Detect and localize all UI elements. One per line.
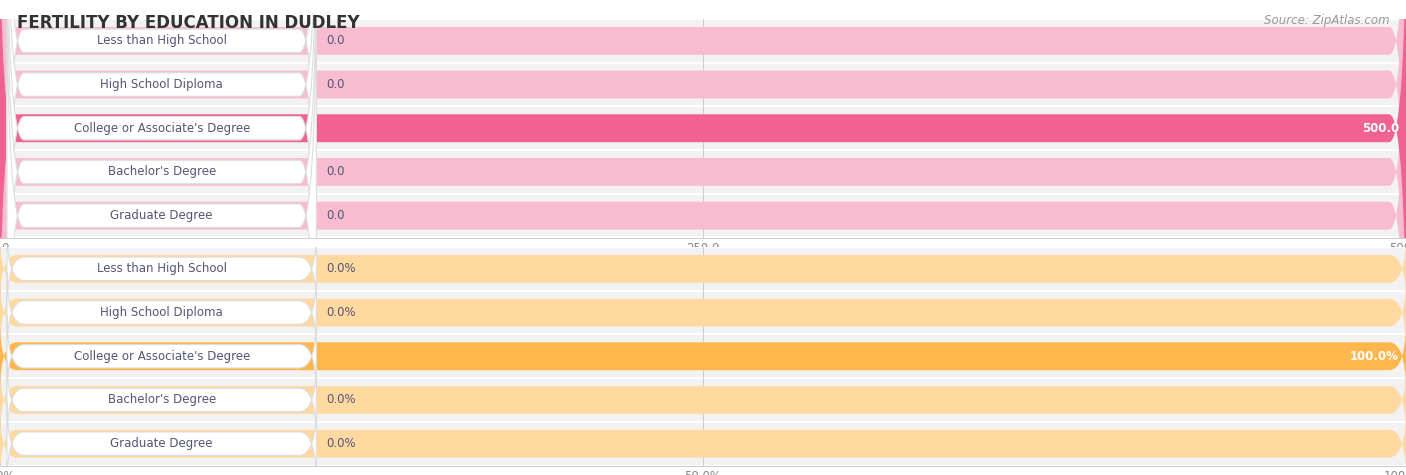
Text: Less than High School: Less than High School <box>97 262 226 276</box>
Text: 0.0: 0.0 <box>326 78 344 91</box>
FancyBboxPatch shape <box>0 230 1406 307</box>
Text: 0.0%: 0.0% <box>326 393 356 407</box>
FancyBboxPatch shape <box>7 0 316 291</box>
FancyBboxPatch shape <box>0 334 1406 378</box>
Text: 100.0%: 100.0% <box>1350 350 1399 363</box>
Text: FERTILITY BY EDUCATION IN DUDLEY: FERTILITY BY EDUCATION IN DUDLEY <box>17 14 360 32</box>
Text: High School Diploma: High School Diploma <box>100 78 224 91</box>
FancyBboxPatch shape <box>0 0 1406 377</box>
FancyBboxPatch shape <box>7 359 316 441</box>
FancyBboxPatch shape <box>0 0 1406 333</box>
Text: Less than High School: Less than High School <box>97 34 226 48</box>
Text: 0.0%: 0.0% <box>326 262 356 276</box>
FancyBboxPatch shape <box>0 422 1406 466</box>
FancyBboxPatch shape <box>0 318 1406 395</box>
Text: College or Associate's Degree: College or Associate's Degree <box>73 122 250 135</box>
Text: 0.0%: 0.0% <box>326 437 356 450</box>
FancyBboxPatch shape <box>7 228 316 310</box>
FancyBboxPatch shape <box>0 194 1406 238</box>
FancyBboxPatch shape <box>0 405 1406 475</box>
FancyBboxPatch shape <box>7 315 316 397</box>
FancyBboxPatch shape <box>0 361 1406 438</box>
FancyBboxPatch shape <box>7 0 316 379</box>
FancyBboxPatch shape <box>7 0 316 466</box>
FancyBboxPatch shape <box>0 0 1406 464</box>
FancyBboxPatch shape <box>0 19 1406 63</box>
Text: Bachelor's Degree: Bachelor's Degree <box>108 165 215 179</box>
Text: 500.0: 500.0 <box>1362 122 1399 135</box>
Text: Source: ZipAtlas.com: Source: ZipAtlas.com <box>1264 14 1389 27</box>
Text: 0.0: 0.0 <box>326 165 344 179</box>
Text: Bachelor's Degree: Bachelor's Degree <box>108 393 215 407</box>
FancyBboxPatch shape <box>0 0 1406 420</box>
FancyBboxPatch shape <box>0 63 1406 106</box>
FancyBboxPatch shape <box>7 0 316 335</box>
FancyBboxPatch shape <box>0 274 1406 351</box>
FancyBboxPatch shape <box>0 378 1406 422</box>
Text: High School Diploma: High School Diploma <box>100 306 224 319</box>
FancyBboxPatch shape <box>0 247 1406 291</box>
Text: 0.0: 0.0 <box>326 34 344 48</box>
FancyBboxPatch shape <box>0 0 1406 289</box>
Text: Graduate Degree: Graduate Degree <box>111 437 212 450</box>
FancyBboxPatch shape <box>0 150 1406 194</box>
FancyBboxPatch shape <box>0 318 1406 395</box>
FancyBboxPatch shape <box>0 106 1406 150</box>
FancyBboxPatch shape <box>0 0 1406 377</box>
FancyBboxPatch shape <box>7 272 316 353</box>
Text: 0.0%: 0.0% <box>326 306 356 319</box>
FancyBboxPatch shape <box>7 403 316 475</box>
FancyBboxPatch shape <box>7 0 316 422</box>
FancyBboxPatch shape <box>0 291 1406 334</box>
Text: 0.0: 0.0 <box>326 209 344 222</box>
Text: Graduate Degree: Graduate Degree <box>111 209 212 222</box>
Text: College or Associate's Degree: College or Associate's Degree <box>73 350 250 363</box>
